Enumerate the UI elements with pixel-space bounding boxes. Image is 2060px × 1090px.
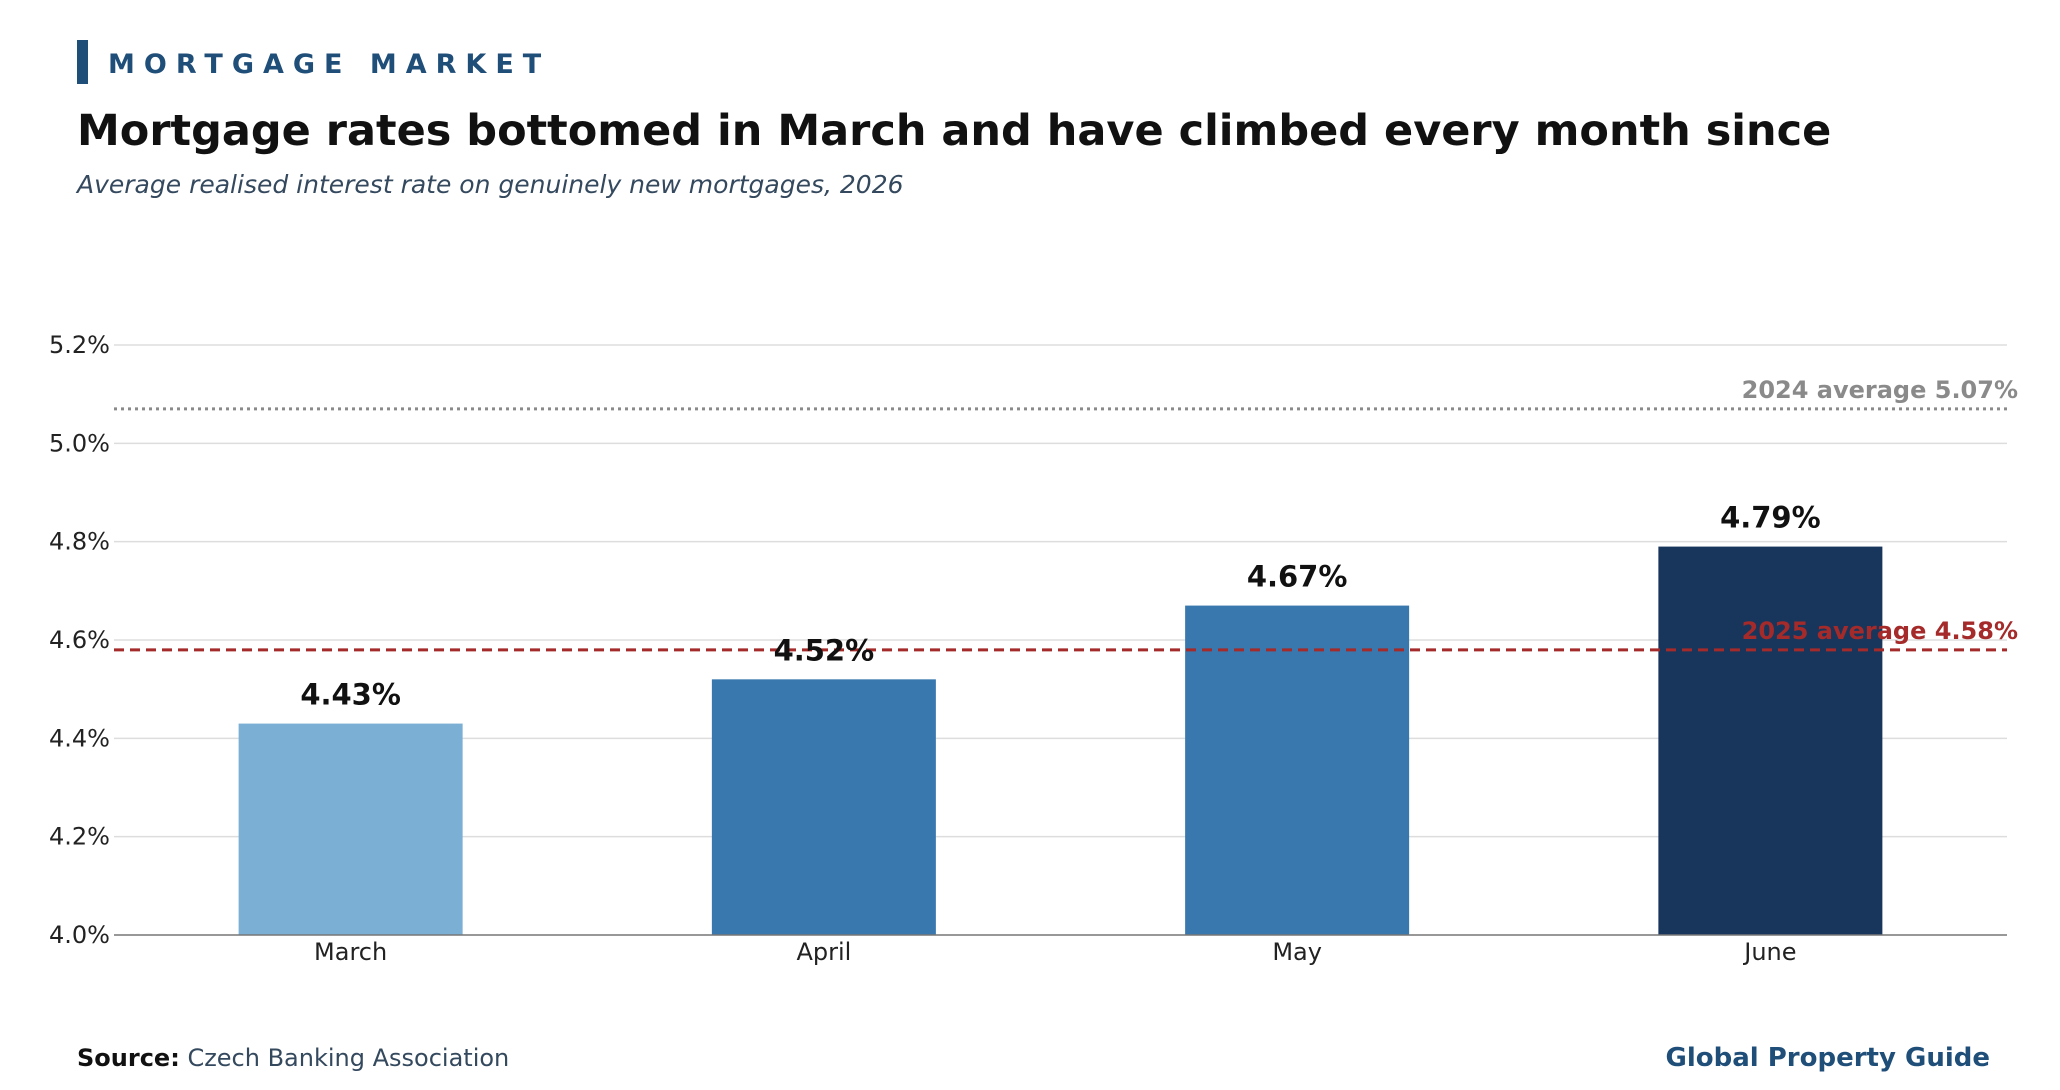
y-tick-label: 4.2% — [49, 823, 110, 851]
bar-april — [711, 679, 936, 935]
y-tick-label: 4.4% — [49, 724, 110, 752]
brand-logo-text: Global Property Guide — [1665, 1043, 1990, 1073]
source-label: Source: — [77, 1044, 180, 1072]
kicker-accent-bar — [77, 40, 88, 84]
bar-june — [1658, 546, 1883, 935]
y-tick-label: 5.2% — [49, 331, 110, 359]
x-tick-label: March — [314, 938, 387, 966]
bar-value-label: 4.67% — [1247, 560, 1348, 594]
bar-value-label: 4.52% — [774, 633, 875, 667]
reference-lines — [114, 407, 2007, 936]
bar-march — [238, 723, 463, 935]
kicker-label: MORTGAGE MARKET — [108, 49, 551, 80]
reference-line-label: 2024 average 5.07% — [1742, 376, 2018, 404]
bars — [238, 546, 1883, 935]
reference-line-label: 2025 average 4.58% — [1742, 617, 2018, 645]
chart-subtitle: Average realised interest rate on genuin… — [77, 170, 904, 199]
source-note: Source: Czech Banking Association — [77, 1044, 509, 1073]
chart-title: Mortgage rates bottomed in March and hav… — [77, 106, 1832, 156]
bar-value-label: 4.43% — [300, 678, 401, 712]
y-tick-label: 5.0% — [49, 429, 110, 457]
y-tick-label: 4.6% — [49, 626, 110, 654]
bar-may — [1185, 605, 1410, 935]
labels: 4.0% 4.2% 4.4% 4.6% 4.8% 5.0% 5.2% 4.43% March 4.… — [49, 331, 2018, 966]
x-tick-label: May — [1272, 938, 1322, 966]
y-tick-label: 4.8% — [49, 528, 110, 556]
bar-value-label: 4.79% — [1720, 501, 1821, 535]
source-value: Czech Banking Association — [187, 1044, 510, 1072]
x-tick-label: June — [1742, 938, 1796, 966]
x-tick-label: April — [796, 938, 851, 966]
y-tick-label: 4.0% — [49, 921, 110, 949]
